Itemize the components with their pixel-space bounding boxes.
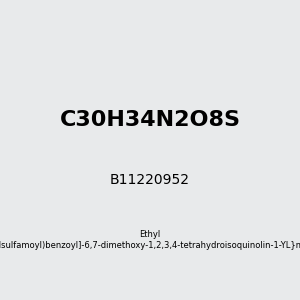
Text: B11220952: B11220952 xyxy=(110,173,190,187)
Text: Ethyl 4-({2-[4-(dimethylsulfamoyl)benzoyl]-6,7-dimethoxy-1,2,3,4-tetrahydroisoqu: Ethyl 4-({2-[4-(dimethylsulfamoyl)benzoy… xyxy=(0,230,300,250)
Text: C30H34N2O8S: C30H34N2O8S xyxy=(59,110,241,130)
